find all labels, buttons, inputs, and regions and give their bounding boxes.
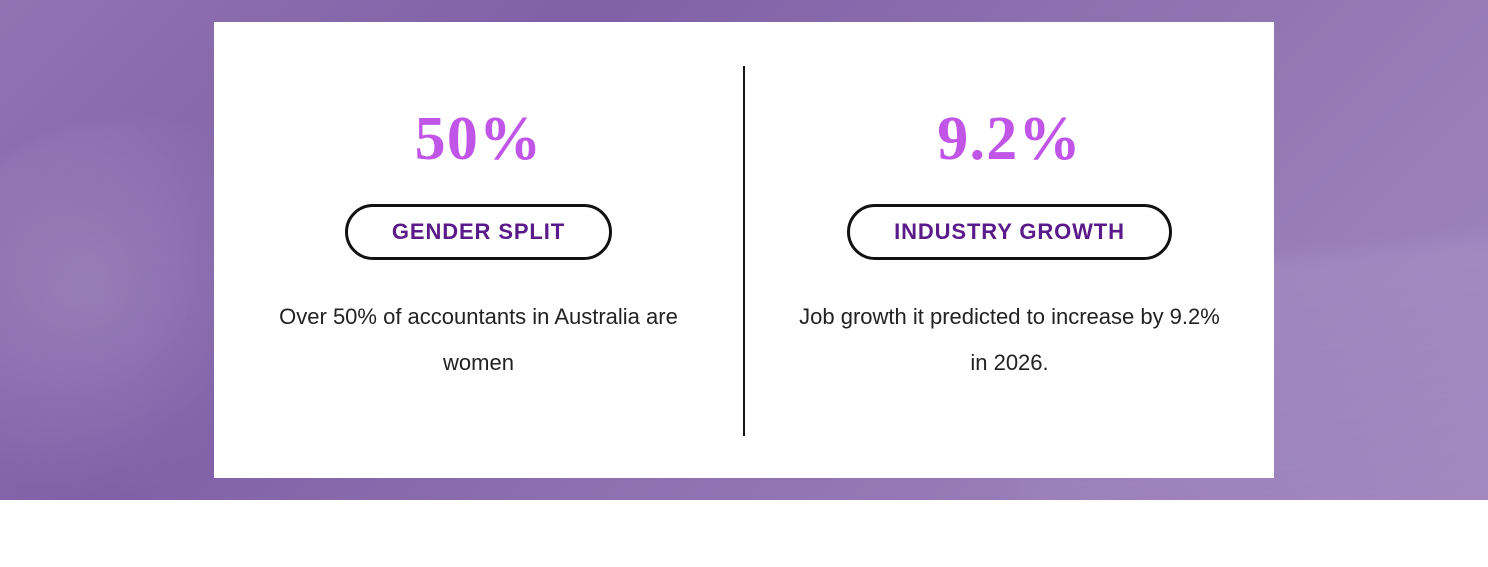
stat-value-industry-growth: 9.2%	[937, 108, 1081, 170]
stats-card: 50% GENDER SPLIT Over 50% of accountants…	[214, 22, 1274, 478]
pill-label-gender-split: GENDER SPLIT	[345, 204, 612, 260]
pill-label-industry-growth: INDUSTRY GROWTH	[847, 204, 1172, 260]
stat-value-gender-split: 50%	[415, 108, 543, 170]
panel-industry-growth: 9.2% INDUSTRY GROWTH Job growth it predi…	[745, 22, 1274, 478]
description-gender-split: Over 50% of accountants in Australia are…	[264, 294, 694, 386]
description-industry-growth: Job growth it predicted to increase by 9…	[795, 294, 1225, 386]
panel-gender-split: 50% GENDER SPLIT Over 50% of accountants…	[214, 22, 743, 478]
